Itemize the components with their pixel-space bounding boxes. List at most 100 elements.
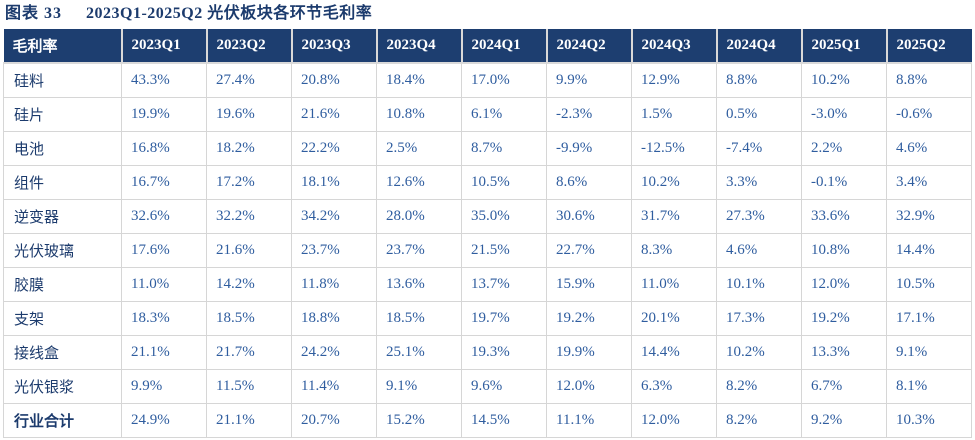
cell: -12.5% — [631, 131, 717, 166]
cell: 20.8% — [291, 62, 377, 98]
cell: 19.6% — [206, 97, 292, 132]
row-label: 行业合计 — [3, 403, 122, 438]
column-header: 2023Q1 — [121, 29, 208, 64]
cell: 19.3% — [461, 335, 547, 370]
header-row: 毛利率 2023Q1 2023Q2 2023Q3 2023Q4 2024Q1 2024Q2 2… — [3, 29, 972, 64]
cell: 10.1% — [716, 267, 802, 302]
cell: 19.2% — [546, 301, 632, 336]
cell: 14.5% — [461, 403, 547, 438]
cell: 24.9% — [121, 403, 207, 438]
cell: 35.0% — [461, 199, 547, 234]
cell: 9.6% — [461, 369, 547, 404]
cell: 17.6% — [121, 233, 207, 268]
table-row: 接线盒 21.1% 21.7% 24.2% 25.1% 19.3% 19.9% 14.4% 10… — [3, 335, 972, 370]
cell: 17.3% — [716, 301, 802, 336]
cell: 3.4% — [886, 165, 972, 200]
row-label: 硅片 — [3, 97, 122, 132]
table-row: 光伏银浆 9.9% 11.5% 11.4% 9.1% 9.6% 12.0% 6.3% 8.2% 6… — [3, 369, 972, 404]
cell: 24.2% — [291, 335, 377, 370]
cell: -7.4% — [716, 131, 802, 166]
cell: 11.0% — [121, 267, 207, 302]
column-header: 2023Q2 — [206, 29, 293, 64]
cell: 13.3% — [801, 335, 887, 370]
cell: 18.8% — [291, 301, 377, 336]
cell: 22.2% — [291, 131, 377, 166]
cell: 11.1% — [546, 403, 632, 438]
cell: 12.9% — [631, 62, 717, 98]
cell: -2.3% — [546, 97, 632, 132]
cell: 11.5% — [206, 369, 292, 404]
cell: 11.4% — [291, 369, 377, 404]
table-row: 组件 16.7% 17.2% 18.1% 12.6% 10.5% 8.6% 10.2% 3.3%… — [3, 165, 972, 200]
cell: 2.2% — [801, 131, 887, 166]
cell: 3.3% — [716, 165, 802, 200]
cell: 10.5% — [886, 267, 972, 302]
cell: 12.6% — [376, 165, 462, 200]
figure-caption: 图表 33 2023Q1-2025Q2 光伏板块各环节毛利率 — [0, 0, 975, 27]
cell: 17.2% — [206, 165, 292, 200]
cell: 32.9% — [886, 199, 972, 234]
cell: 14.4% — [631, 335, 717, 370]
cell: 0.5% — [716, 97, 802, 132]
cell: 10.8% — [801, 233, 887, 268]
cell: -3.0% — [801, 97, 887, 132]
table-row: 行业合计 24.9% 21.1% 20.7% 15.2% 14.5% 11.1% 12.0% 8… — [3, 403, 972, 438]
cell: 15.2% — [376, 403, 462, 438]
cell: 10.2% — [631, 165, 717, 200]
table-row: 硅片 19.9% 19.6% 21.6% 10.8% 6.1% -2.3% 1.5% 0.5% -… — [3, 97, 972, 132]
cell: 34.2% — [291, 199, 377, 234]
cell: 20.1% — [631, 301, 717, 336]
cell: 6.3% — [631, 369, 717, 404]
row-label: 光伏银浆 — [3, 369, 122, 404]
row-label: 硅料 — [3, 62, 122, 98]
cell: 19.9% — [546, 335, 632, 370]
gross-margin-table: 毛利率 2023Q1 2023Q2 2023Q3 2023Q4 2024Q1 2024Q2 2… — [3, 29, 972, 438]
cell: 2.5% — [376, 131, 462, 166]
row-label: 接线盒 — [3, 335, 122, 370]
cell: 19.2% — [801, 301, 887, 336]
cell: 20.7% — [291, 403, 377, 438]
row-label: 胶膜 — [3, 267, 122, 302]
cell: 8.2% — [716, 369, 802, 404]
cell: 25.1% — [376, 335, 462, 370]
cell: 8.1% — [886, 369, 972, 404]
row-label: 支架 — [3, 301, 122, 336]
row-label: 电池 — [3, 131, 122, 166]
cell: 21.1% — [121, 335, 207, 370]
cell: 8.7% — [461, 131, 547, 166]
cell: 22.7% — [546, 233, 632, 268]
cell: 27.4% — [206, 62, 292, 98]
cell: -0.1% — [801, 165, 887, 200]
cell: 23.7% — [291, 233, 377, 268]
table-row: 支架 18.3% 18.5% 18.8% 18.5% 19.7% 19.2% 20.1% 17.… — [3, 301, 972, 336]
cell: 18.2% — [206, 131, 292, 166]
cell: 12.0% — [801, 267, 887, 302]
cell: 19.9% — [121, 97, 207, 132]
row-label: 组件 — [3, 165, 122, 200]
cell: 16.7% — [121, 165, 207, 200]
table-row: 胶膜 11.0% 14.2% 11.8% 13.6% 13.7% 15.9% 11.0% 10.… — [3, 267, 972, 302]
cell: 10.3% — [886, 403, 972, 438]
column-header: 2024Q2 — [546, 29, 633, 64]
cell: 8.8% — [886, 62, 972, 98]
table-row: 硅料 43.3% 27.4% 20.8% 18.4% 17.0% 9.9% 12.9% 8.8%… — [3, 62, 972, 98]
cell: 28.0% — [376, 199, 462, 234]
cell: 30.6% — [546, 199, 632, 234]
cell: 31.7% — [631, 199, 717, 234]
cell: 10.5% — [461, 165, 547, 200]
column-header: 2025Q2 — [886, 29, 972, 64]
cell: 17.1% — [886, 301, 972, 336]
cell: 12.0% — [631, 403, 717, 438]
cell: 43.3% — [121, 62, 207, 98]
cell: 16.8% — [121, 131, 207, 166]
table-row: 光伏玻璃 17.6% 21.6% 23.7% 23.7% 21.5% 22.7% 8.3% 4.… — [3, 233, 972, 268]
cell: 15.9% — [546, 267, 632, 302]
cell: 18.3% — [121, 301, 207, 336]
cell: 8.8% — [716, 62, 802, 98]
cell: 18.1% — [291, 165, 377, 200]
cell: 10.8% — [376, 97, 462, 132]
cell: 32.6% — [121, 199, 207, 234]
figure-title: 2023Q1-2025Q2 光伏板块各环节毛利率 — [86, 5, 373, 22]
cell: 33.6% — [801, 199, 887, 234]
